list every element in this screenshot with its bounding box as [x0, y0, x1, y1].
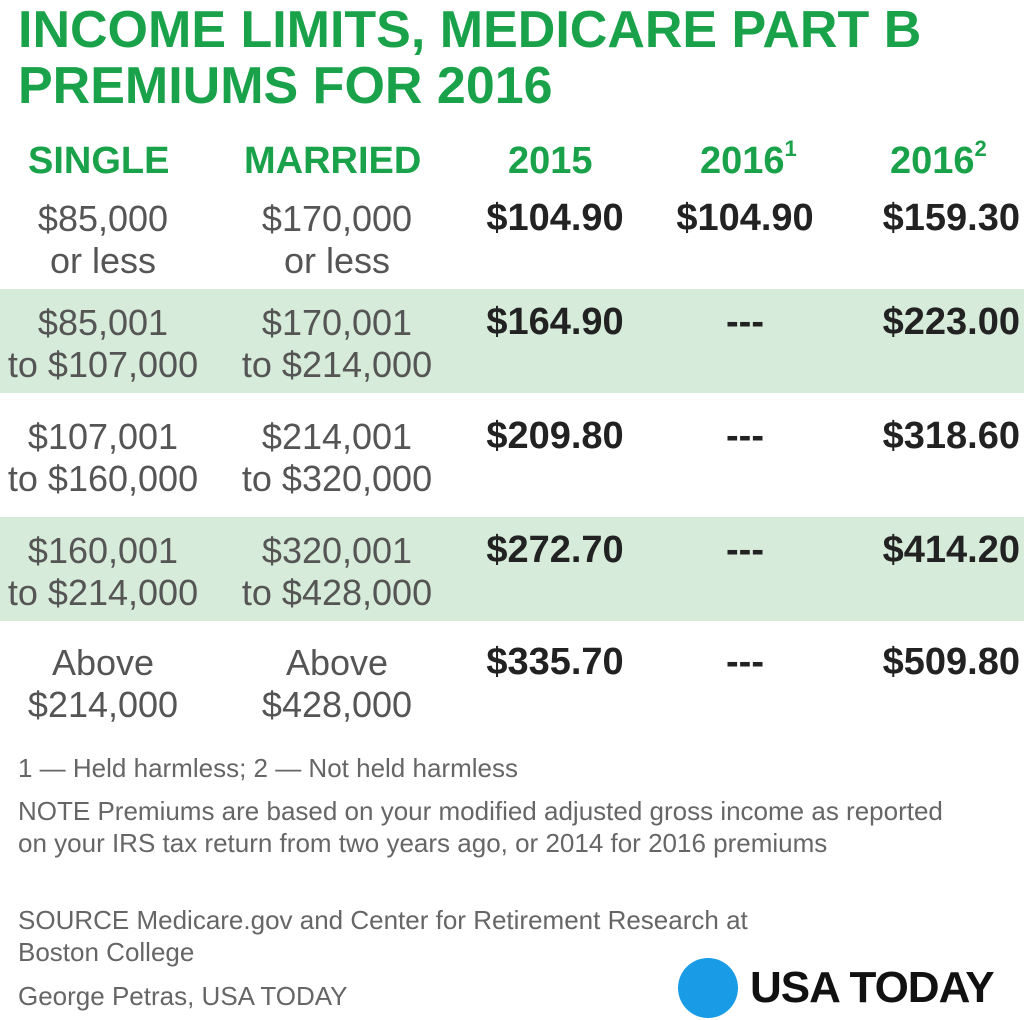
cell-married-line-2: or less [283, 240, 391, 281]
note: NOTE Premiums are based on your modified… [18, 796, 943, 858]
title-line-2: PREMIUMS FOR 2016 [18, 57, 553, 115]
cell-married-line-2: to $214,000 [241, 344, 433, 385]
table-header: SINGLE MARRIED 2015 20161 20162 [0, 136, 1024, 184]
cell-2016-held-harmless: --- [726, 415, 764, 457]
cell-2016-held-harmless: --- [726, 529, 764, 571]
table-row: $107,001 to $160,000 $214,001 to $320,000 … [0, 410, 1024, 514]
header-2016-footnote-1: 1 [784, 136, 797, 161]
cell-married-line-2: to $320,000 [241, 458, 433, 499]
usa-today-logo: USA TODAY [750, 963, 995, 1012]
source: SOURCE Medicare.gov and Center for Retir… [18, 905, 748, 967]
title-line-1: INCOME LIMITS, MEDICARE PART B [18, 1, 922, 59]
cell-married: $170,001 to $214,000 [232, 302, 442, 386]
footnote: 1 — Held harmless; 2 — Not held harmless [18, 753, 518, 783]
cell-single: $85,000 or less [0, 198, 206, 282]
cell-single-line-1: $85,001 [37, 302, 169, 343]
table-row: Above $214,000 Above $428,000 $335.70 --- … [0, 636, 1024, 740]
header-2016-not-held-harmless: 20162 [890, 136, 987, 183]
cell-2016-not-held-harmless: $414.20 [882, 529, 1020, 571]
cell-single-line-1: $160,001 [27, 530, 179, 571]
header-2016-label-1: 2016 [700, 140, 785, 182]
cell-2015: $164.90 [486, 301, 624, 343]
cell-single-line-2: to $160,000 [7, 458, 199, 499]
table-row: $160,001 to $214,000 $320,001 to $428,000 … [0, 524, 1024, 628]
cell-married-line-2: $428,000 [261, 684, 413, 725]
row-band [0, 289, 1024, 393]
cell-2016-not-held-harmless: $318.60 [882, 415, 1020, 457]
cell-married-line-1: $170,000 [261, 198, 413, 239]
cell-single-line-2: to $107,000 [7, 344, 199, 385]
cell-single-line-2: to $214,000 [7, 572, 199, 613]
cell-married: Above $428,000 [232, 642, 442, 726]
cell-married: $320,001 to $428,000 [232, 530, 442, 614]
usa-today-logo-dot [678, 958, 738, 1018]
header-2016-footnote-2: 2 [974, 136, 987, 161]
cell-2016-not-held-harmless: $223.00 [882, 301, 1020, 343]
cell-single-line-2: $214,000 [27, 684, 179, 725]
cell-2016-held-harmless: $104.90 [676, 197, 814, 239]
cell-married-line-1: Above [285, 642, 389, 683]
cell-2016-held-harmless: --- [726, 641, 764, 683]
page-title: INCOME LIMITS, MEDICARE PART B PREMIUMS … [18, 2, 1008, 114]
cell-married-line-1: $214,001 [261, 416, 413, 457]
cell-married-line-2: to $428,000 [241, 572, 433, 613]
row-band [0, 517, 1024, 621]
header-single: SINGLE [28, 140, 170, 182]
header-2016-held-harmless: 20161 [700, 136, 797, 183]
cell-single: Above $214,000 [0, 642, 206, 726]
cell-married-line-1: $320,001 [261, 530, 413, 571]
credit: George Petras, USA TODAY [18, 981, 348, 1011]
cell-single-line-2: or less [49, 240, 157, 281]
cell-2015: $104.90 [486, 197, 624, 239]
cell-2015: $272.70 [486, 529, 624, 571]
cell-2016-not-held-harmless: $509.80 [882, 641, 1020, 683]
cell-married: $170,000 or less [232, 198, 442, 282]
cell-single-line-1: $85,000 [37, 198, 169, 239]
cell-single-line-1: $107,001 [27, 416, 179, 457]
cell-single: $85,001 to $107,000 [0, 302, 206, 386]
header-2015: 2015 [508, 140, 593, 182]
cell-2015: $335.70 [486, 641, 624, 683]
cell-2015: $209.80 [486, 415, 624, 457]
table-row: $85,001 to $107,000 $170,001 to $214,000 $… [0, 296, 1024, 400]
cell-married-line-1: $170,001 [261, 302, 413, 343]
cell-single: $160,001 to $214,000 [0, 530, 206, 614]
table-row: $85,000 or less $170,000 or less $104.90 $… [0, 192, 1024, 296]
cell-single-line-1: Above [51, 642, 155, 683]
header-2016-label-2: 2016 [890, 140, 975, 182]
cell-married: $214,001 to $320,000 [232, 416, 442, 500]
cell-single: $107,001 to $160,000 [0, 416, 206, 500]
cell-2016-held-harmless: --- [726, 301, 764, 343]
header-married: MARRIED [244, 140, 422, 182]
cell-2016-not-held-harmless: $159.30 [882, 197, 1020, 239]
